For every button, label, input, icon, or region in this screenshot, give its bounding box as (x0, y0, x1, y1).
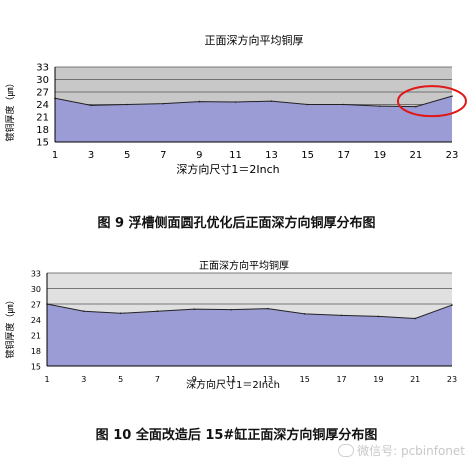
y-tick-label: 18 (36, 125, 49, 136)
data-point (162, 102, 165, 105)
series-line (54, 95, 453, 108)
series-area (55, 96, 452, 142)
y-tick-label: 33 (36, 63, 49, 74)
figure-9-caption: 图 9 浮槽侧面圆孔优化后正面深方向铜厚分布图 (97, 216, 376, 231)
y-tick-label: 21 (31, 332, 41, 341)
y-tick-label: 24 (31, 316, 41, 325)
x-tick-label: 23 (446, 150, 459, 161)
highlight-ellipse (396, 85, 467, 118)
y-tick-label: 30 (36, 75, 49, 86)
y-tick-label: 24 (36, 100, 49, 111)
chart-2-xlabel: 深方向尺寸1＝2Inch (186, 378, 280, 391)
y-tick-label: 27 (36, 88, 49, 99)
figure-10-caption: 图 10 全面改造后 15#缸正面深方向铜厚分布图 (95, 428, 378, 443)
x-tick-label: 1 (44, 375, 49, 384)
watermark: 微信号: pcbinfonet (338, 442, 465, 459)
x-tick-label: 17 (336, 375, 346, 384)
wechat-icon (338, 444, 355, 457)
x-tick-label: 5 (124, 150, 130, 161)
data-point (306, 103, 309, 106)
data-point (126, 103, 128, 106)
x-tick-label: 3 (81, 375, 86, 384)
data-point (90, 104, 92, 107)
x-tick-label: 21 (410, 150, 423, 161)
data-point (342, 103, 345, 106)
y-tick-label: 18 (31, 347, 41, 356)
x-tick-label: 1 (52, 150, 58, 161)
x-tick-label: 15 (300, 375, 310, 384)
chart-2-ylabel: 镀铜厚度（㎛） (4, 295, 16, 358)
y-tick-label: 27 (31, 301, 41, 310)
data-point (377, 315, 380, 318)
y-tick-label: 30 (31, 285, 41, 294)
x-tick-label: 13 (265, 150, 278, 161)
data-point (83, 310, 85, 313)
data-point (234, 101, 237, 103)
chart-2-title: 正面深方向平均铜厚 (199, 259, 289, 272)
data-point (303, 313, 306, 315)
data-point (230, 308, 232, 311)
data-point (267, 307, 269, 310)
data-point (193, 308, 196, 310)
data-point (415, 105, 417, 108)
x-tick-label: 9 (196, 150, 202, 161)
y-tick-label: 15 (31, 363, 41, 372)
data-point (119, 312, 122, 315)
x-tick-label: 21 (410, 375, 420, 384)
x-tick-label: 19 (373, 150, 386, 161)
y-tick-label: 21 (36, 113, 49, 124)
series-area (47, 304, 452, 366)
x-tick-label: 7 (160, 150, 166, 161)
x-tick-label: 3 (88, 150, 94, 161)
x-tick-label: 11 (229, 150, 242, 161)
x-tick-label: 9 (192, 375, 197, 384)
series-line (46, 303, 453, 319)
data-point (379, 105, 381, 107)
x-tick-label: 23 (447, 375, 457, 384)
data-point (451, 304, 453, 306)
chart-1-ylabel: 镀铜厚度（㎛） (4, 78, 16, 141)
x-tick-label: 5 (118, 375, 123, 384)
x-tick-label: 17 (337, 150, 350, 161)
data-point (156, 310, 159, 313)
watermark-text: 微信号: pcbinfonet (357, 444, 465, 458)
x-tick-label: 11 (226, 375, 236, 384)
chart-1-title: 正面深方向平均铜厚 (205, 33, 304, 47)
y-tick-label: 33 (31, 270, 41, 279)
data-point (198, 100, 201, 103)
data-point (414, 317, 416, 320)
x-tick-label: 13 (263, 375, 273, 384)
y-tick-label: 15 (36, 138, 49, 149)
chart-1-xlabel: 深方向尺寸1＝2Inch (176, 162, 279, 176)
x-tick-label: 15 (301, 150, 314, 161)
data-point (340, 314, 343, 317)
data-point (451, 95, 453, 97)
x-tick-label: 7 (155, 375, 160, 384)
x-tick-label: 19 (373, 375, 383, 384)
data-point (270, 100, 273, 102)
